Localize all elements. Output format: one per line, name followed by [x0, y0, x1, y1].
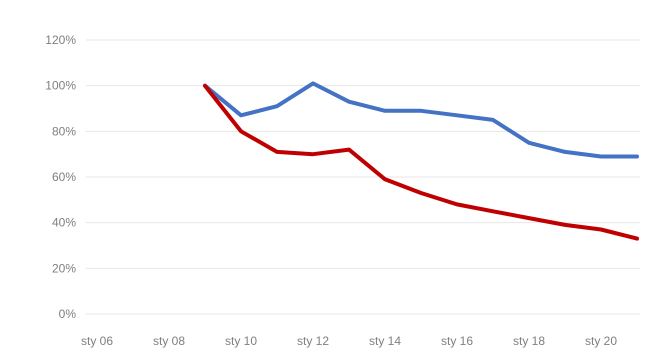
series-lines [203, 81, 639, 241]
x-tick-label: sty 16 [441, 334, 473, 348]
y-tick-label: 60% [52, 170, 76, 184]
x-axis-ticks: sty 06 sty 08 sty 10 sty 12 sty 14 sty 16 sty … [81, 334, 617, 348]
y-tick-label: 40% [52, 216, 76, 230]
x-tick-label: sty 18 [513, 334, 545, 348]
x-tick-label: sty 14 [369, 334, 401, 348]
y-tick-label: 20% [52, 261, 76, 275]
x-tick-label: sty 08 [153, 334, 185, 348]
y-tick-label: 0% [59, 307, 77, 321]
gridlines [86, 39, 640, 315]
y-tick-label: 120% [45, 33, 76, 47]
series-line-2 [203, 83, 639, 241]
series-line-1 [203, 81, 639, 159]
x-tick-label: sty 10 [225, 334, 257, 348]
y-axis-ticks: 0% 20% 40% 60% 80% 100% 120% [45, 33, 76, 321]
y-tick-label: 80% [52, 124, 76, 138]
x-tick-label: sty 06 [81, 334, 113, 348]
x-tick-label: sty 20 [585, 334, 617, 348]
x-tick-label: sty 12 [297, 334, 329, 348]
y-tick-label: 100% [45, 79, 76, 93]
